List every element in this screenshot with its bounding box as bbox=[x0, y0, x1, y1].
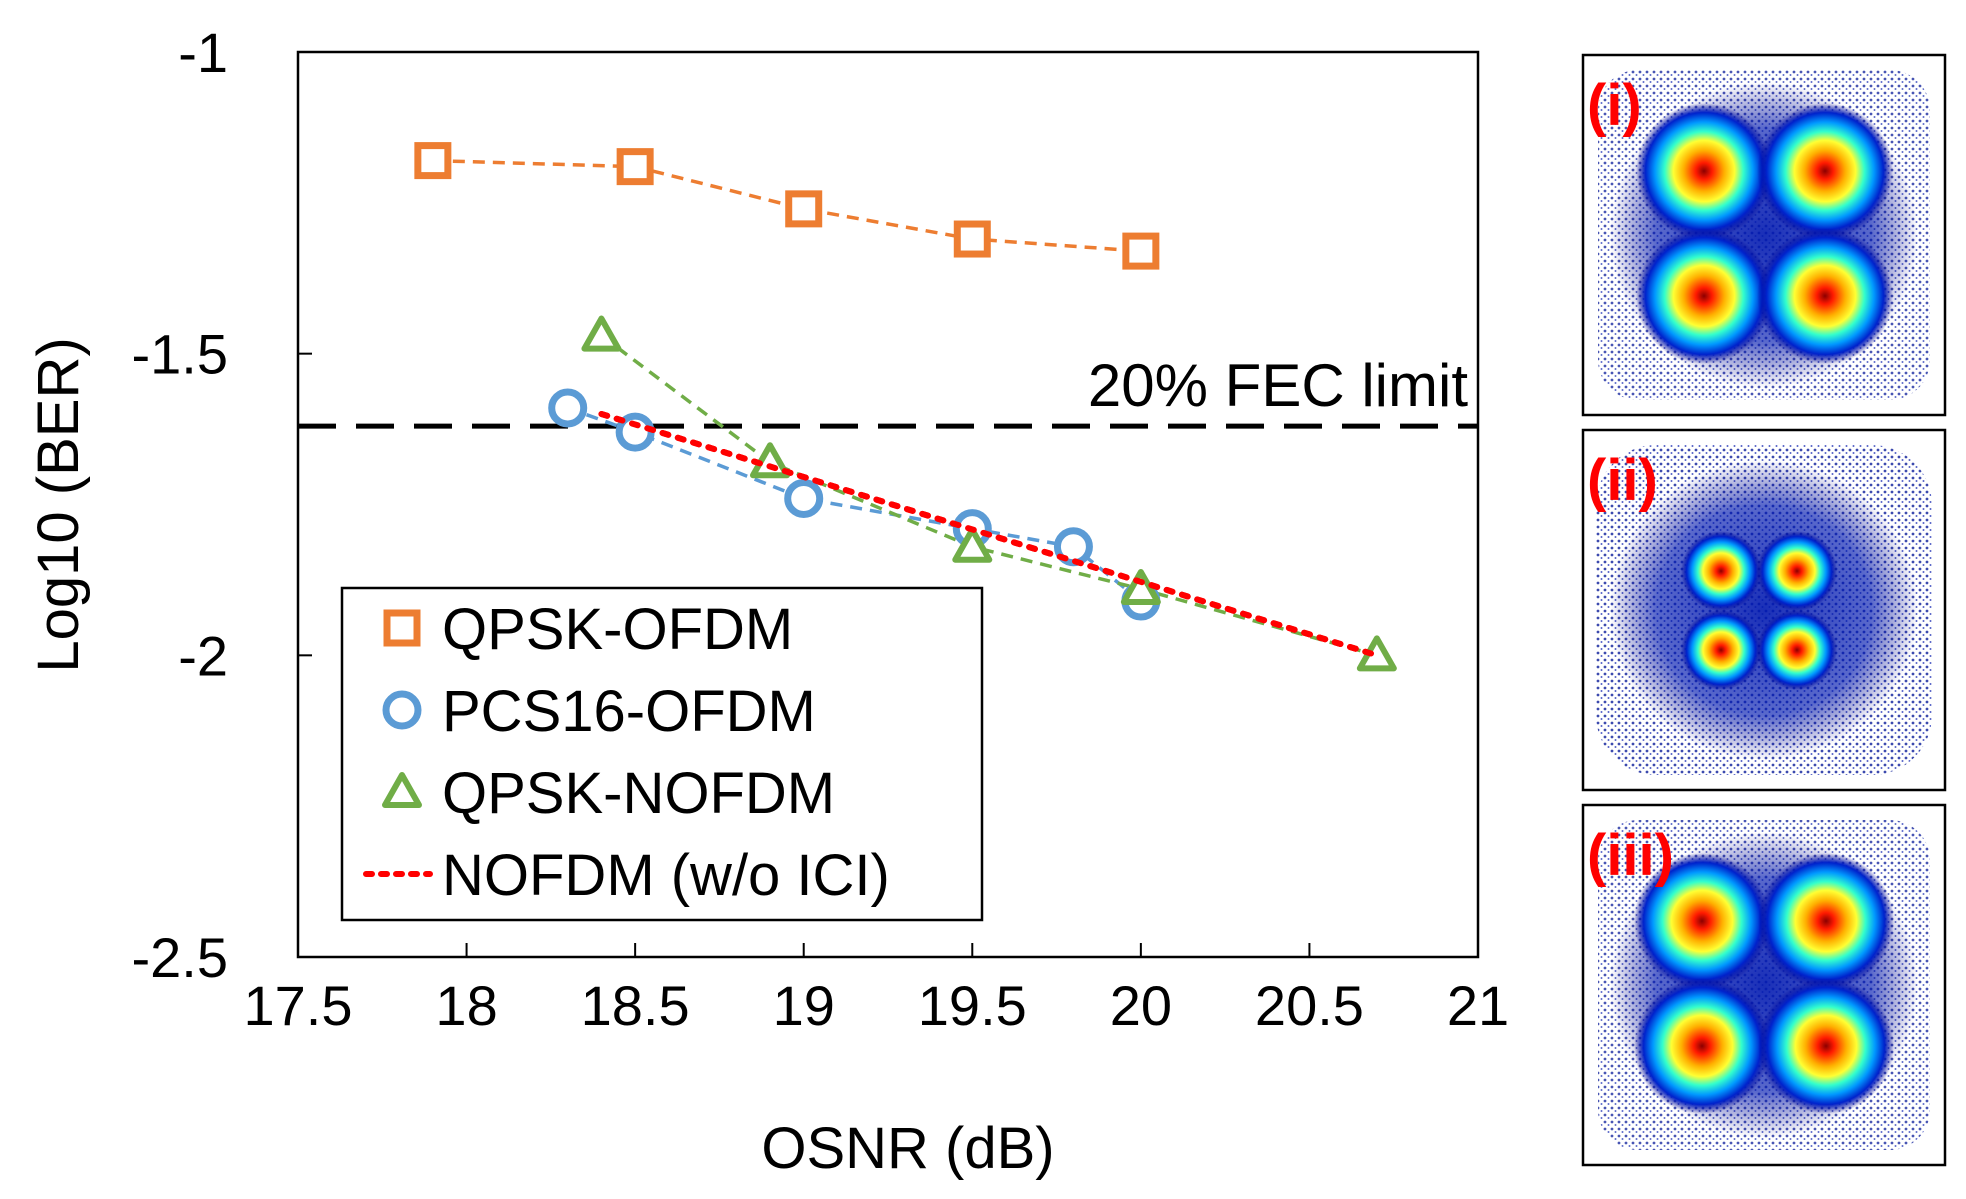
legend-label-pcs16-ofdm: PCS16-OFDM bbox=[442, 679, 816, 744]
constellation-label-ii: (ii) bbox=[1587, 448, 1658, 513]
data-point-qpsk-ofdm bbox=[953, 220, 991, 258]
data-point-qpsk-nofdm bbox=[581, 315, 622, 352]
constellation-label-iii: (iii) bbox=[1587, 823, 1674, 888]
y-ticks: -1 -1.5 -2 -2.5 bbox=[132, 21, 312, 989]
data-point-pcs16-ofdm bbox=[548, 388, 588, 428]
x-tick-label: 19.5 bbox=[918, 974, 1027, 1037]
x-tick-label: 18.5 bbox=[581, 974, 690, 1037]
legend: QPSK-OFDM PCS16-OFDM QPSK-NOFDM NOFDM (w/o … bbox=[340, 586, 984, 922]
series-line-qpsk-ofdm bbox=[432, 158, 1141, 253]
x-axis-label: OSNR (dB) bbox=[761, 1116, 1054, 1181]
y-tick-label: -1.5 bbox=[132, 323, 229, 386]
y-tick-label: -2.5 bbox=[132, 926, 229, 989]
legend-label-qpsk-ofdm: QPSK-OFDM bbox=[442, 597, 793, 662]
y-axis-label: Log10 (BER) bbox=[26, 337, 91, 672]
legend-swatch-qpsk-ofdm bbox=[383, 609, 421, 647]
data-point-pcs16-ofdm bbox=[784, 478, 824, 518]
fec-limit-label: 20% FEC limit bbox=[1088, 352, 1468, 419]
x-tick-label: 20 bbox=[1110, 974, 1172, 1037]
data-point-qpsk-nofdm bbox=[750, 442, 790, 479]
constellation-label-i: (i) bbox=[1587, 73, 1642, 138]
legend-label-nofdm-w-o-ici: NOFDM (w/o ICI) bbox=[442, 843, 890, 908]
constellation-panel-ii: (ii) bbox=[1581, 428, 1947, 792]
x-tick-label: 21 bbox=[1447, 974, 1509, 1037]
legend-items: QPSK-OFDM PCS16-OFDM QPSK-NOFDM NOFDM (w/o … bbox=[363, 597, 890, 908]
y-tick-label: -1 bbox=[178, 21, 228, 84]
data-point-qpsk-nofdm bbox=[952, 526, 993, 563]
constellation-panel-iii: (iii) bbox=[1581, 803, 1947, 1167]
data-point-qpsk-ofdm bbox=[785, 190, 823, 228]
y-tick-label: -2 bbox=[178, 624, 228, 687]
data-point-qpsk-ofdm bbox=[414, 142, 452, 180]
plot-area bbox=[296, 50, 1480, 959]
x-tick-label: 20.5 bbox=[1255, 974, 1364, 1037]
x-tick-label: 17.5 bbox=[244, 974, 353, 1037]
legend-label-qpsk-nofdm: QPSK-NOFDM bbox=[442, 761, 835, 826]
constellation-panel-i: (i) bbox=[1581, 53, 1947, 417]
x-tick-label: 19 bbox=[773, 974, 835, 1037]
x-ticks: 17.5 18 18.5 19 19.5 20 20.5 21 bbox=[244, 943, 1509, 1037]
data-point-qpsk-ofdm bbox=[1122, 232, 1160, 270]
legend-swatch-pcs16-ofdm bbox=[382, 690, 422, 730]
data-point-qpsk-ofdm bbox=[616, 148, 654, 186]
legend-box bbox=[340, 586, 984, 922]
series-line-overlay-nofdm-w-o-ici bbox=[598, 411, 1380, 659]
series-markers bbox=[414, 142, 1397, 672]
legend-swatch-qpsk-nofdm bbox=[382, 772, 422, 808]
x-tick-label: 18 bbox=[435, 974, 497, 1037]
